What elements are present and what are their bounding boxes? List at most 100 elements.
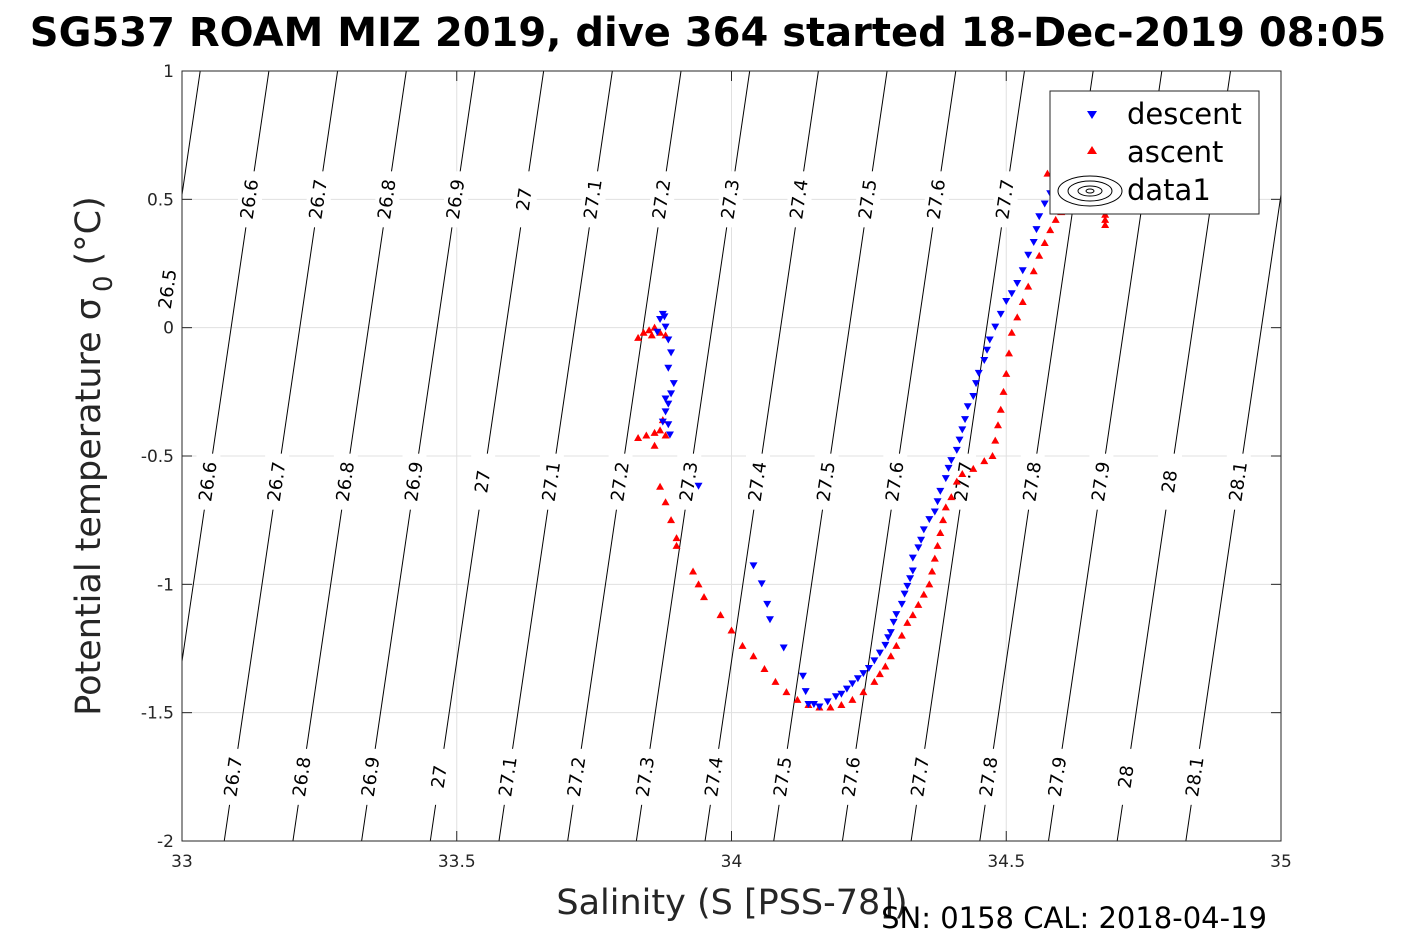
legend-descent-marker [1087, 111, 1097, 119]
descent-point [667, 390, 676, 398]
descent-point [658, 418, 667, 426]
ascent-point [936, 529, 945, 536]
descent-point [664, 400, 673, 408]
ascent-point [980, 457, 989, 465]
ascent-point [952, 477, 961, 485]
isopycnal-label-bg [745, 453, 770, 510]
x-axis-ticks: 33 33.5 34 34.5 35 [171, 71, 1292, 872]
descent-point [823, 698, 832, 706]
ascent-point [991, 436, 1000, 444]
ascent-point [988, 452, 997, 459]
isopycnal-label-bg [702, 748, 727, 805]
ascent-point [727, 626, 736, 634]
descent-point [749, 562, 758, 570]
descent-point [1013, 280, 1022, 288]
ascent-point [645, 326, 654, 334]
isopycnal-label-bg [359, 748, 384, 805]
descent-point [996, 310, 1005, 318]
isopycnal-label-bg [771, 748, 796, 805]
descent-point [837, 690, 846, 698]
ascent-point [848, 695, 857, 703]
descent-point [661, 323, 670, 331]
isopycnal-label-bg [633, 748, 658, 805]
descent-point [900, 590, 909, 598]
legend-descent-label: descent [1127, 97, 1242, 131]
ascent-point [700, 593, 709, 601]
y-tick-label: 0 [163, 319, 174, 339]
ascent-point [859, 688, 868, 696]
ascent-point [881, 662, 890, 670]
ascent-point [793, 695, 802, 703]
ascent-point [1101, 215, 1110, 223]
ascent-point [826, 703, 835, 711]
isopycnal-label-bg [856, 171, 881, 228]
descent-point [801, 688, 810, 696]
isopycnal-label-bg [718, 171, 743, 228]
ascent-point [1029, 267, 1038, 275]
legend-box [1049, 90, 1260, 215]
ascent-point [914, 600, 923, 608]
isopycnal-label: 27 [428, 764, 452, 790]
descent-point [1007, 290, 1016, 298]
descent-point [864, 665, 873, 673]
descent-point [665, 431, 674, 439]
isopycnal-label-bg [238, 171, 263, 228]
ascent-point [1040, 238, 1049, 246]
ascent-point [1018, 298, 1027, 305]
ascent-point [892, 641, 901, 649]
descent-point [980, 357, 989, 365]
descent-point [906, 575, 915, 583]
ascent-point [1043, 169, 1052, 177]
isopycnal-label-bg [375, 171, 400, 228]
ascent-point [947, 493, 956, 501]
descent-point [661, 395, 670, 403]
ascent-point [634, 333, 643, 341]
isopycnal-label-bg [814, 453, 839, 510]
isopycnal-label-bg [196, 453, 221, 510]
descent-point [667, 349, 676, 357]
isopycnal-label-bg [993, 171, 1018, 228]
y-tick-label: 1 [163, 62, 174, 82]
isopycnal-label-bg [565, 748, 590, 805]
descent-point [804, 700, 813, 708]
y-axis-label-subscript: 0 [89, 275, 119, 292]
isopycnal-label-bg [1089, 453, 1114, 510]
ascent-point [650, 428, 659, 436]
descent-series [653, 174, 1088, 711]
descent-point [809, 700, 818, 708]
descent-point [653, 328, 662, 336]
descent-point [972, 380, 981, 388]
descent-point [958, 426, 967, 434]
ascent-point [870, 677, 879, 685]
ascent-point [656, 482, 665, 490]
legend-contour-icon [1057, 175, 1123, 207]
isopycnal-label-bg [839, 748, 864, 805]
ascent-point [994, 421, 1003, 429]
y-tick-label: -0.5 [141, 447, 174, 467]
isopycnal-label-bg [1226, 453, 1251, 510]
isopycnal-label-bg [924, 171, 949, 228]
descent-point [974, 369, 983, 377]
x-tick-label: 34 [721, 852, 743, 872]
descent-point [961, 416, 970, 424]
descent-point [664, 336, 673, 344]
ascent-point [782, 688, 791, 696]
ascent-point [875, 670, 884, 678]
legend-data1-label: data1 [1127, 173, 1211, 207]
descent-point [763, 600, 772, 608]
ascent-point [672, 534, 681, 542]
descent-point [661, 408, 670, 416]
descent-point [859, 670, 868, 678]
descent-point [1002, 298, 1011, 305]
descent-point [952, 446, 961, 454]
y-axis-ticks: 1 0.5 0 -0.5 -1 -1.5 -2 [141, 62, 1281, 852]
y-tick-label: -1 [157, 575, 174, 595]
ascent-point [903, 618, 912, 626]
descent-point [919, 526, 928, 534]
descent-point [853, 675, 862, 683]
serial-calibration-footer: SN: 0158 CAL: 2018-04-19 [881, 901, 1267, 935]
descent-point [831, 693, 840, 701]
isopycnal-label-bg [306, 171, 331, 228]
isopycnal-label-bg [1020, 453, 1045, 510]
